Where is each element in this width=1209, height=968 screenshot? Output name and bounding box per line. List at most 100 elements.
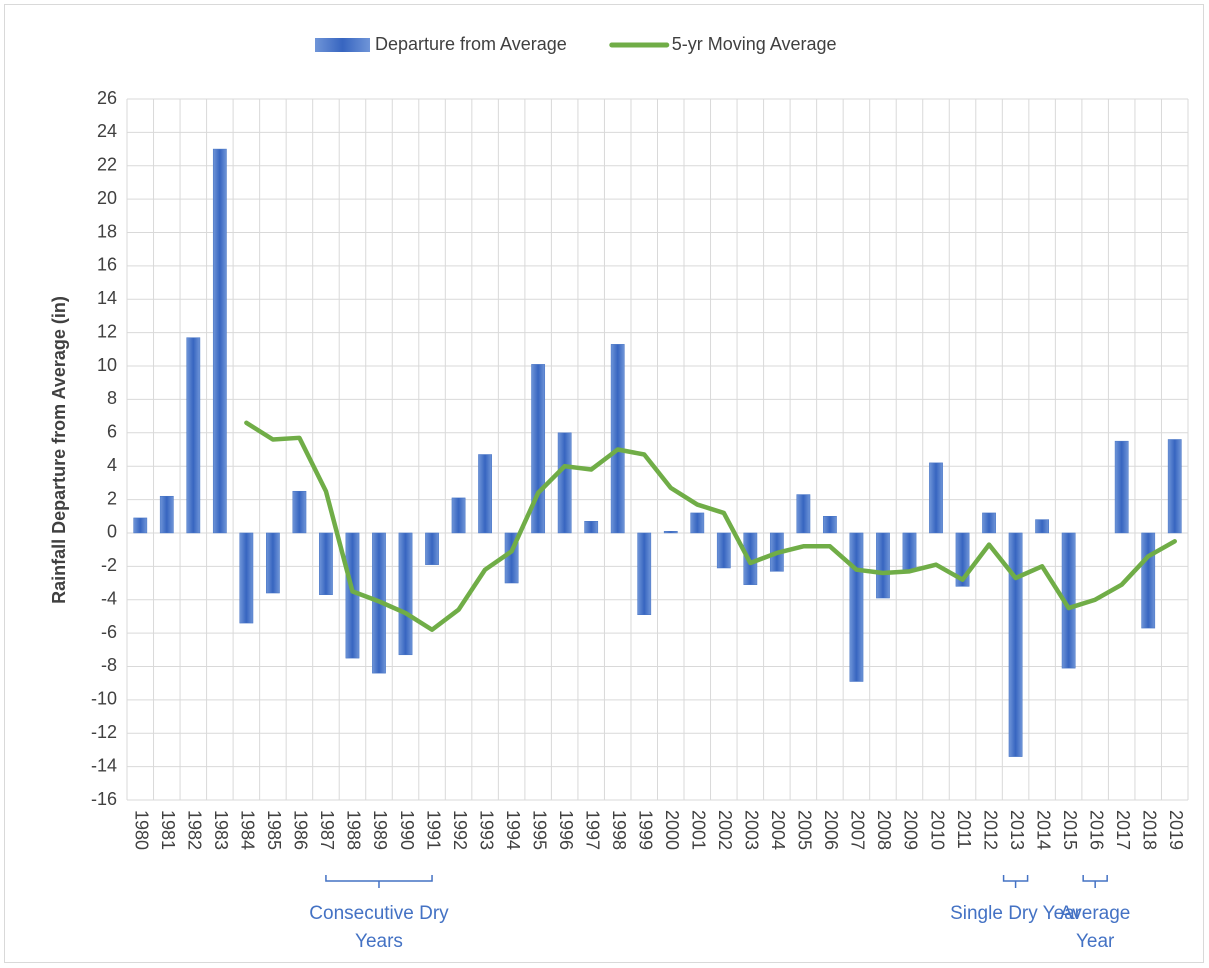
bar xyxy=(929,462,943,534)
y-tick-label: -8 xyxy=(101,655,117,675)
x-tick-label: 1992 xyxy=(450,810,470,850)
legend-label: Departure from Average xyxy=(375,34,567,54)
x-tick-label: 1981 xyxy=(158,810,178,850)
bar xyxy=(876,532,890,599)
y-tick-label: 16 xyxy=(97,255,117,275)
x-tick-label: 2018 xyxy=(1139,810,1159,850)
x-tick-label: 2001 xyxy=(689,810,709,850)
x-tick-label: 1993 xyxy=(476,810,496,850)
annotation-bracket xyxy=(1082,875,1108,888)
y-tick-label: 10 xyxy=(97,355,117,375)
x-tick-label: 1999 xyxy=(635,810,655,850)
x-tick-label: 2016 xyxy=(1086,810,1106,850)
x-tick-label: 2006 xyxy=(821,810,841,850)
annotation: Consecutive Dry Years xyxy=(309,903,449,952)
bar xyxy=(451,497,466,534)
x-tick-label: 1985 xyxy=(264,810,284,850)
bar xyxy=(292,490,307,534)
legend-label: 5-yr Moving Average xyxy=(672,34,837,54)
x-tick-label: 2017 xyxy=(1113,810,1133,850)
x-tick-label: 1995 xyxy=(529,810,549,850)
bar xyxy=(982,512,996,534)
x-tick-label: 2002 xyxy=(715,810,735,850)
legend-swatch xyxy=(315,38,370,52)
x-tick-label: 1990 xyxy=(397,810,417,850)
bar xyxy=(345,532,360,659)
bar xyxy=(1114,440,1129,534)
bar xyxy=(1008,532,1023,757)
bar xyxy=(610,344,625,534)
bar xyxy=(1167,439,1182,534)
bar xyxy=(186,337,201,534)
y-tick-label: 6 xyxy=(107,422,117,442)
y-tick-label: 24 xyxy=(97,121,117,141)
bar xyxy=(823,516,837,534)
bar xyxy=(266,532,280,594)
y-tick-label: -16 xyxy=(91,789,117,809)
y-tick-label: -6 xyxy=(101,622,117,642)
bar xyxy=(1035,519,1049,534)
x-tick-label: 1982 xyxy=(185,810,205,850)
y-axis-label: Rainfall Departure from Average (in) xyxy=(49,296,69,604)
bar xyxy=(319,532,333,595)
bar xyxy=(159,495,174,534)
annotation: Single Dry Year xyxy=(950,903,1082,924)
x-tick-label: 1989 xyxy=(370,810,390,850)
bar xyxy=(584,521,599,534)
x-tick-label: 2003 xyxy=(742,810,762,850)
bar xyxy=(478,454,492,534)
bar xyxy=(849,532,864,682)
bar xyxy=(796,494,811,534)
bar xyxy=(398,532,413,656)
bar xyxy=(637,532,652,615)
x-tick-label: 1984 xyxy=(238,810,258,850)
x-tick-label: 2011 xyxy=(954,810,974,849)
bar xyxy=(663,531,678,534)
bar xyxy=(690,512,705,534)
annotation: Average Year xyxy=(1059,903,1131,952)
y-tick-label: 12 xyxy=(97,321,117,341)
annotation-bracket xyxy=(325,875,433,888)
y-tick-label: -12 xyxy=(91,722,117,742)
y-tick-label: -10 xyxy=(91,689,117,709)
y-tick-label: 22 xyxy=(97,155,117,175)
x-tick-label: 2010 xyxy=(927,810,947,850)
x-tick-label: 2005 xyxy=(795,810,815,850)
y-tick-label: 26 xyxy=(97,88,117,108)
y-tick-label: 4 xyxy=(107,455,117,475)
y-tick-label: 14 xyxy=(97,288,117,308)
y-tick-label: 18 xyxy=(97,221,117,241)
y-tick-label: 20 xyxy=(97,188,117,208)
x-tick-label: 1994 xyxy=(503,810,523,850)
bar xyxy=(557,432,572,534)
x-tick-label: 2008 xyxy=(874,810,894,850)
x-tick-label: 1983 xyxy=(211,810,231,850)
bar xyxy=(212,148,227,534)
x-tick-label: 2013 xyxy=(1007,810,1027,850)
x-tick-label: 2009 xyxy=(901,810,921,850)
bar xyxy=(425,532,439,565)
y-tick-label: -2 xyxy=(101,555,117,575)
line xyxy=(244,420,1177,633)
x-tick-label: 1987 xyxy=(317,810,337,850)
x-tick-label: 2012 xyxy=(980,810,1000,850)
bar xyxy=(716,532,731,569)
bar xyxy=(133,517,148,534)
y-tick-label: -4 xyxy=(101,588,117,608)
x-tick-label: 2007 xyxy=(848,810,868,850)
x-tick-label: 2004 xyxy=(768,810,788,850)
x-tick-label: 1998 xyxy=(609,810,629,850)
x-tick-label: 2014 xyxy=(1033,810,1053,850)
y-tick-label: 0 xyxy=(107,522,117,542)
x-tick-label: 1997 xyxy=(582,810,602,850)
bar xyxy=(1141,532,1156,629)
bar xyxy=(902,532,917,570)
y-tick-label: 2 xyxy=(107,488,117,508)
x-tick-label: 2015 xyxy=(1060,810,1080,850)
x-tick-label: 1980 xyxy=(132,810,152,850)
x-tick-label: 1986 xyxy=(291,810,311,850)
x-tick-label: 1991 xyxy=(423,810,443,850)
x-tick-label: 1988 xyxy=(344,810,364,850)
